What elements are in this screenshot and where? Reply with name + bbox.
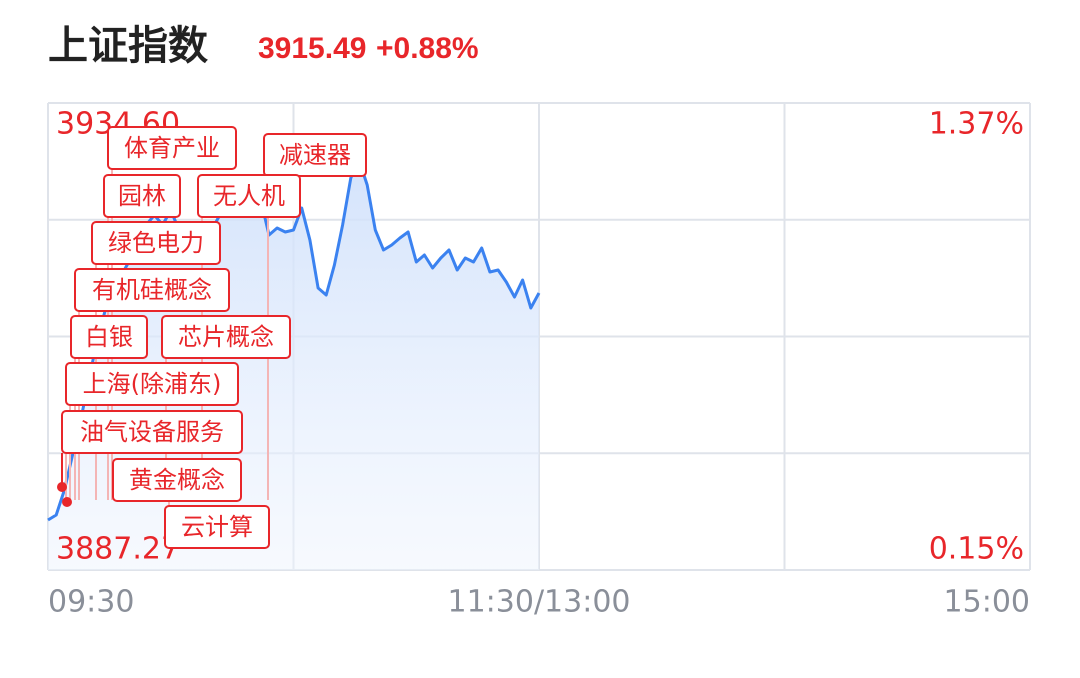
annotation-label: 体育产业 — [124, 134, 220, 162]
annotation-box — [197, 174, 301, 218]
annotation-box — [107, 126, 237, 170]
annotation-box — [61, 410, 243, 454]
annotation-box — [74, 268, 230, 312]
y-tick-label: 3887.27 — [56, 532, 180, 567]
annotation-label: 云计算 — [181, 513, 253, 541]
annotation-box — [91, 221, 221, 265]
price: 3915.49 — [258, 32, 366, 65]
annotation-box — [70, 315, 148, 359]
annotation-label: 有机硅概念 — [92, 276, 212, 304]
annotation-label: 无人机 — [213, 182, 285, 210]
y2-tick-label: 0.15% — [929, 532, 1024, 567]
annotation-label: 园林 — [118, 182, 166, 210]
y2-tick-label: 1.37% — [929, 107, 1024, 142]
annotation-label: 白银 — [85, 323, 133, 351]
annotation-box — [164, 505, 270, 549]
annotation-box — [65, 362, 239, 406]
annotation-box — [103, 174, 181, 218]
change: +0.88% — [376, 32, 479, 65]
annotation-box — [161, 315, 291, 359]
annotation-label: 减速器 — [279, 141, 351, 169]
chart-title: 上证指数 — [48, 23, 208, 69]
event-dot — [57, 482, 67, 492]
annotation-label: 油气设备服务 — [80, 418, 224, 446]
annotation-label: 黄金概念 — [129, 466, 225, 494]
x-tick-label: 09:30 — [48, 585, 134, 620]
annotation-label: 上海(除浦东) — [83, 370, 222, 398]
annotation-box — [263, 133, 367, 177]
annotation-label: 绿色电力 — [108, 229, 204, 257]
annotation-label: 芯片概念 — [178, 323, 274, 351]
annotation-box — [112, 458, 242, 502]
event-dot — [62, 497, 72, 507]
x-tick-label: 11:30/13:00 — [447, 585, 630, 620]
x-tick-label: 15:00 — [944, 585, 1030, 620]
